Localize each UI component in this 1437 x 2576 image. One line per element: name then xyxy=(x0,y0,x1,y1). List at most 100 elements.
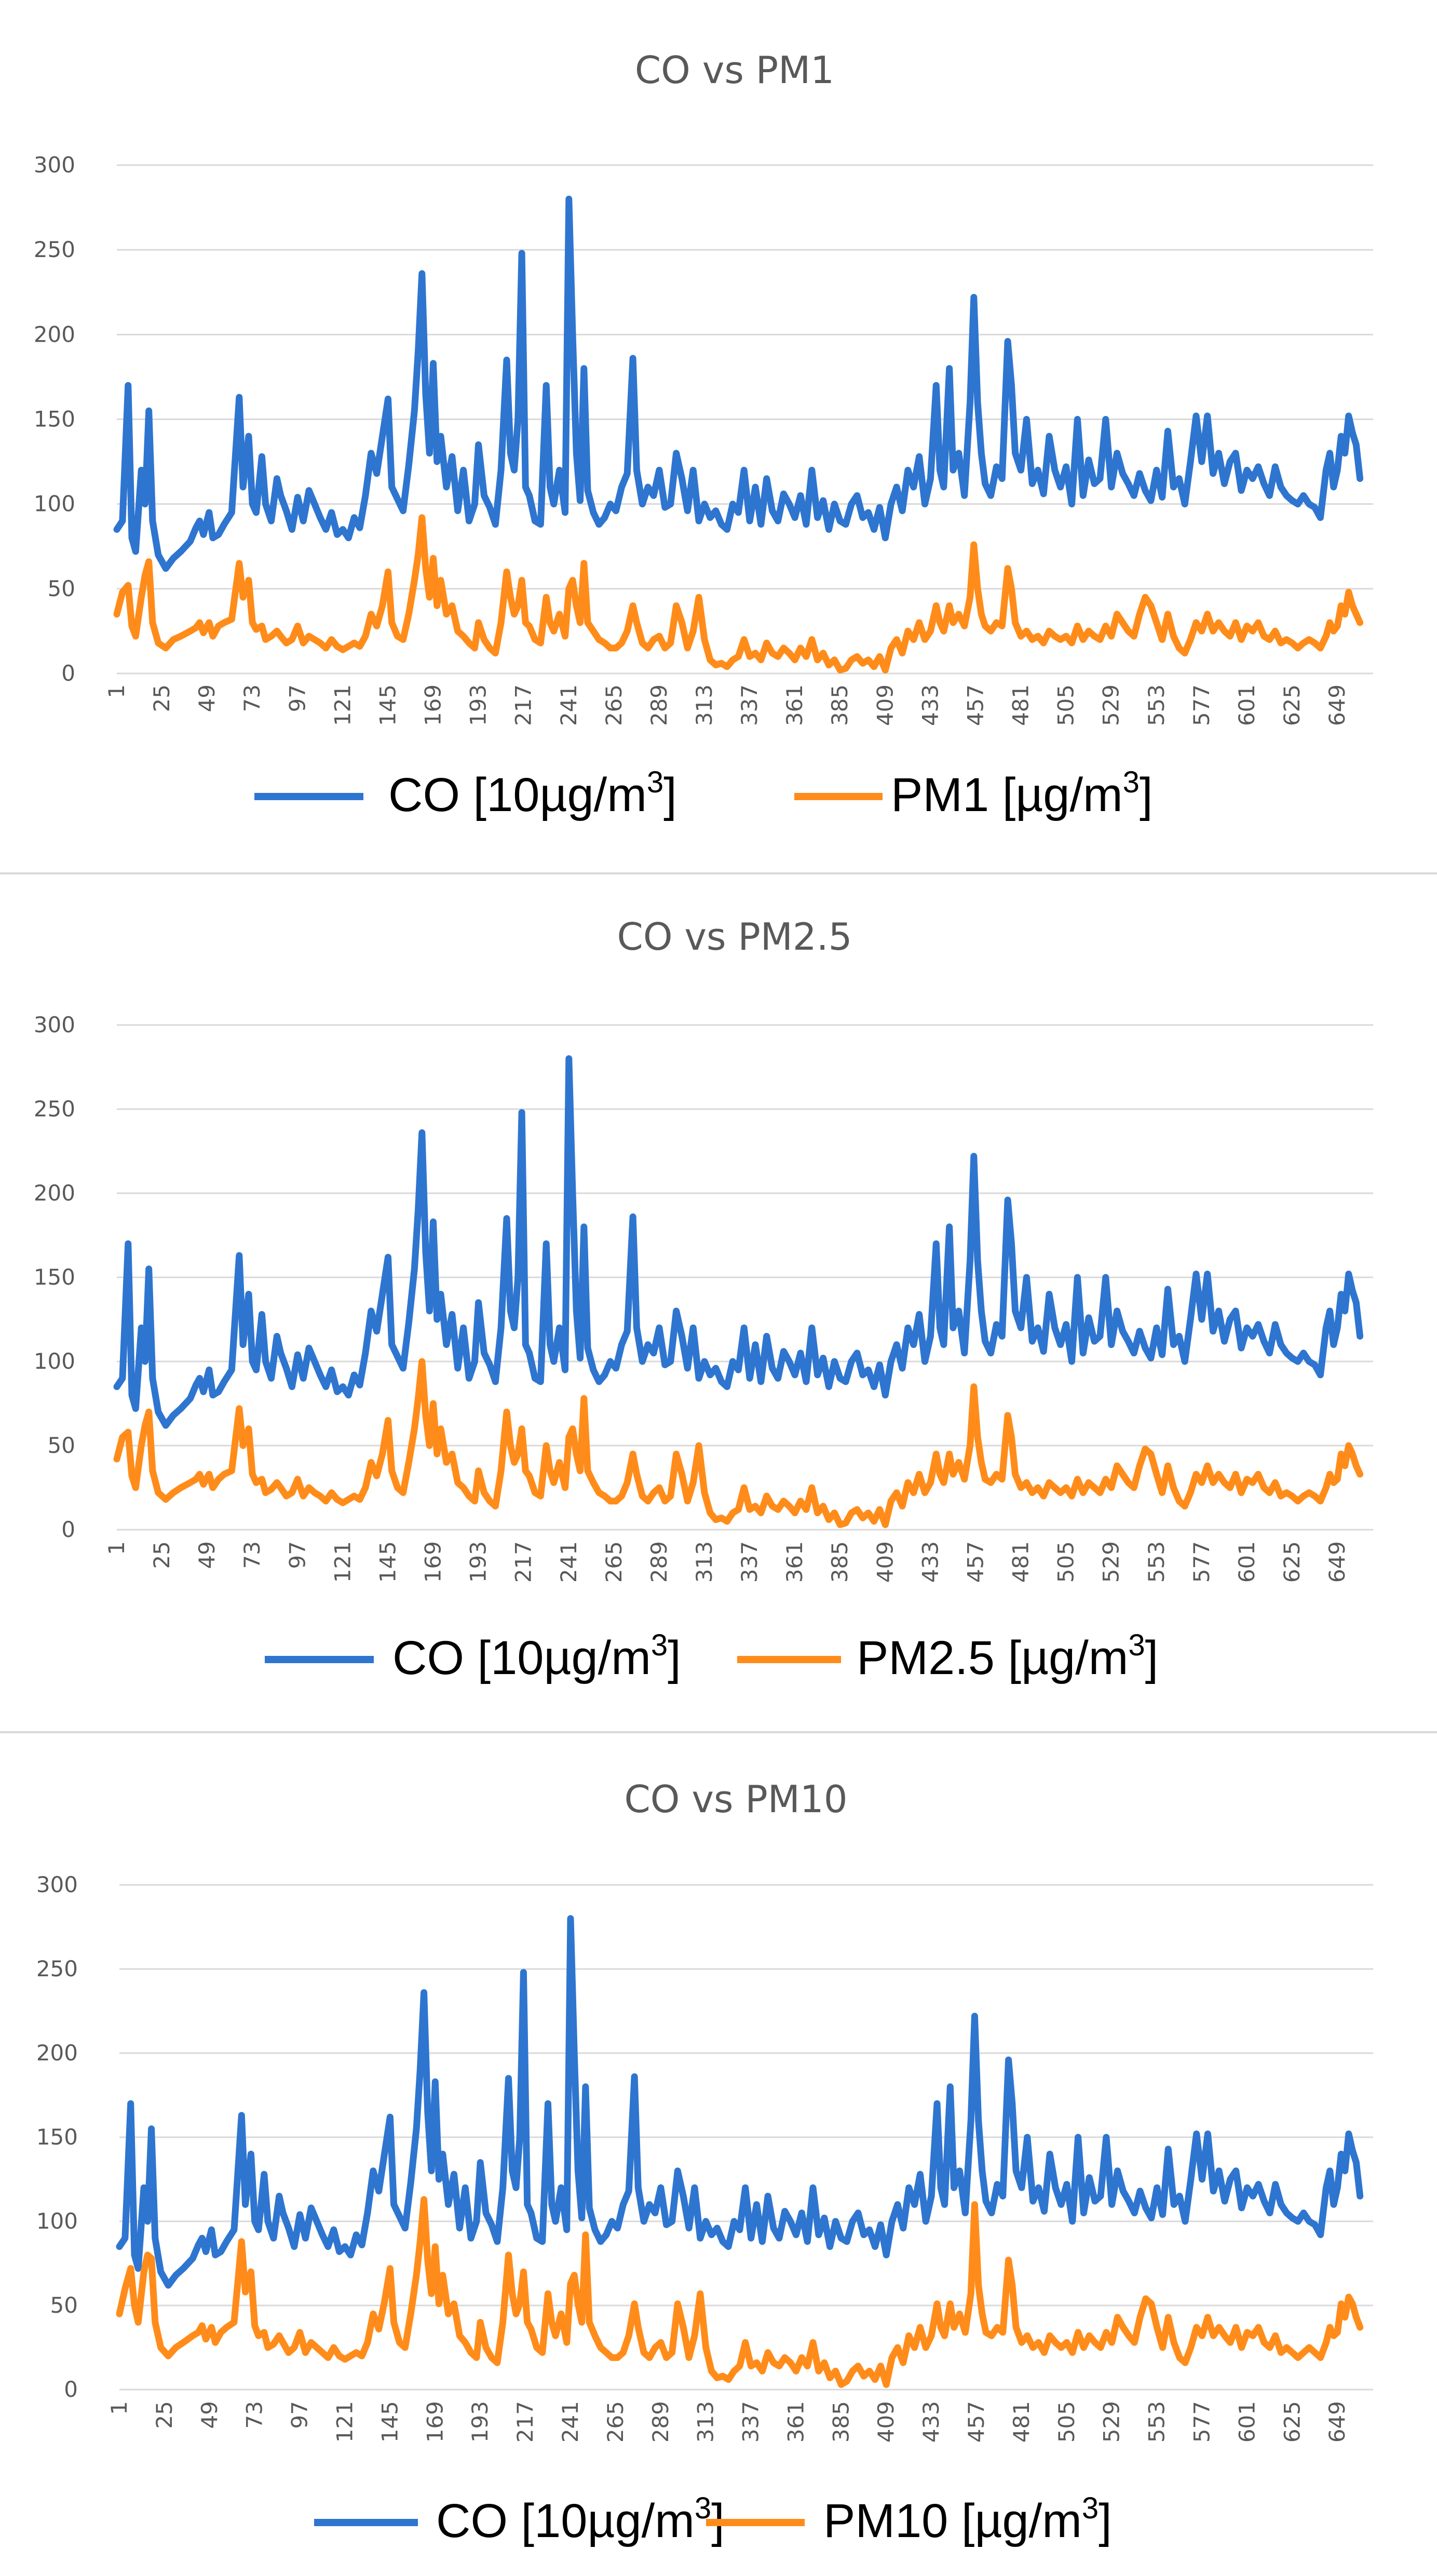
x-tick-label: 217 xyxy=(512,2401,538,2443)
x-tick-label: 1 xyxy=(106,2401,132,2415)
x-tick-label: 361 xyxy=(782,1541,807,1583)
y-tick-label: 100 xyxy=(34,1348,75,1374)
x-tick-label: 25 xyxy=(149,1541,174,1569)
x-tick-label: 73 xyxy=(242,2401,267,2429)
chart-title: CO vs PM2.5 xyxy=(617,915,852,959)
x-tick-label: 217 xyxy=(511,684,536,726)
x-tick-label: 649 xyxy=(1324,2401,1350,2443)
x-tick-label: 121 xyxy=(332,2401,357,2443)
y-tick-label: 250 xyxy=(36,1956,78,1981)
x-tick-label: 1 xyxy=(104,684,129,698)
x-tick-label: 625 xyxy=(1279,684,1305,726)
y-tick-label: 250 xyxy=(34,1096,75,1122)
y-tick-label: 150 xyxy=(34,1264,75,1290)
y-tick-label: 50 xyxy=(50,2292,78,2318)
x-tick-label: 217 xyxy=(511,1541,536,1583)
legend-label: CO [10µg/m3] xyxy=(392,1628,681,1684)
series-line-pm25 xyxy=(113,1358,1364,1528)
legend-text-main: PM1 [µg/m xyxy=(891,768,1123,821)
chart-svg-pm10: CO vs PM10 0 50 100 150 200 250 300 1 25 49 73 97 121… xyxy=(36,1777,1373,2547)
x-tick-label: 241 xyxy=(556,684,581,726)
x-tick-label: 145 xyxy=(375,1541,400,1583)
chart-panel-pm25: CO vs PM2.5 0 50 100 150 200 250 300 1 25 49 73 97 12… xyxy=(0,874,1437,1731)
x-tick-label: 313 xyxy=(693,2401,719,2443)
y-tick-label: 50 xyxy=(48,576,75,601)
x-tick-label: 577 xyxy=(1189,684,1214,726)
panel-divider xyxy=(0,1731,1437,1733)
x-tick-label: 313 xyxy=(692,684,717,726)
y-tick-label: 300 xyxy=(34,1012,75,1037)
x-tick-label: 145 xyxy=(375,684,400,726)
x-tick-label: 169 xyxy=(421,684,446,726)
x-tick-label: 121 xyxy=(330,684,355,726)
x-tick-label: 169 xyxy=(421,1541,446,1583)
x-tick-label: 1 xyxy=(104,1541,129,1555)
x-tick-label: 49 xyxy=(197,2401,222,2429)
x-tick-label: 385 xyxy=(828,2401,853,2443)
x-tick-label: 577 xyxy=(1189,2401,1215,2443)
x-tick-label: 625 xyxy=(1279,1541,1305,1583)
y-tick-label: 150 xyxy=(34,407,75,432)
chart-title: CO vs PM10 xyxy=(625,1777,848,1821)
x-tick-label: 97 xyxy=(287,2401,313,2429)
legend-text-end: ] xyxy=(1099,2494,1112,2547)
y-tick-label: 0 xyxy=(61,660,75,686)
x-tick-label: 241 xyxy=(556,1541,581,1583)
x-tick-label: 25 xyxy=(149,684,174,712)
x-tick-label: 601 xyxy=(1234,684,1259,726)
legend-superscript: 3 xyxy=(651,1628,668,1662)
series-line-co xyxy=(113,1055,1364,1429)
y-tick-label: 0 xyxy=(64,2377,78,2402)
x-tick-label: 241 xyxy=(558,2401,583,2443)
y-tick-label: 0 xyxy=(61,1517,75,1542)
series-line-co xyxy=(113,195,1364,572)
x-tick-label: 457 xyxy=(962,1541,988,1583)
x-tick-label: 193 xyxy=(466,684,491,726)
x-tick-label: 649 xyxy=(1324,684,1350,726)
x-tick-label: 481 xyxy=(1008,1541,1034,1583)
legend-text-end: ] xyxy=(668,1631,681,1684)
x-tick-label: 409 xyxy=(872,684,898,726)
x-tick-label: 529 xyxy=(1099,1541,1124,1583)
x-tick-label: 577 xyxy=(1189,1541,1214,1583)
x-tick-label: 169 xyxy=(422,2401,448,2443)
legend-label: PM2.5 [µg/m3] xyxy=(857,1628,1158,1684)
legend-superscript: 3 xyxy=(1123,765,1140,799)
legend-text-main: CO [10µg/m xyxy=(392,1631,651,1684)
chart-panel-pm1: CO vs PM1 0 50 100 150 200 250 300 1 25 49 73 97 121 1… xyxy=(0,0,1437,872)
x-tick-label: 265 xyxy=(603,2401,628,2443)
x-tick-label: 481 xyxy=(1009,2401,1034,2443)
x-tick-label: 385 xyxy=(827,1541,852,1583)
y-tick-label: 250 xyxy=(34,237,75,262)
x-tick-label: 49 xyxy=(194,684,220,712)
y-tick-label: 300 xyxy=(36,1872,78,1897)
x-tick-label: 97 xyxy=(284,1541,310,1569)
x-tick-label: 553 xyxy=(1144,1541,1169,1583)
chart-title: CO vs PM1 xyxy=(635,48,834,92)
series-line-pm1 xyxy=(113,514,1364,673)
x-tick-label: 529 xyxy=(1099,2401,1124,2443)
series-line-co xyxy=(116,1915,1364,2289)
x-tick-label: 601 xyxy=(1234,2401,1259,2443)
legend-text-end: ] xyxy=(1140,768,1153,821)
x-tick-label: 457 xyxy=(962,684,988,726)
x-tick-label: 121 xyxy=(330,1541,355,1583)
y-tick-label: 100 xyxy=(34,491,75,517)
legend-superscript: 3 xyxy=(1082,2491,1099,2525)
x-tick-label: 361 xyxy=(783,2401,808,2443)
x-tick-label: 289 xyxy=(646,1541,672,1583)
x-tick-label: 73 xyxy=(239,1541,265,1569)
legend-superscript: 3 xyxy=(647,765,663,799)
y-tick-label: 200 xyxy=(36,2040,78,2066)
x-tick-label: 289 xyxy=(648,2401,673,2443)
x-tick-label: 193 xyxy=(466,1541,491,1583)
x-tick-label: 601 xyxy=(1234,1541,1259,1583)
y-tick-label: 200 xyxy=(34,1180,75,1206)
x-tick-label: 505 xyxy=(1053,684,1079,726)
x-tick-label: 361 xyxy=(782,684,807,726)
x-tick-label: 433 xyxy=(917,684,943,726)
legend-text-main: CO [10µg/m xyxy=(388,768,647,821)
y-tick-label: 300 xyxy=(34,152,75,178)
legend-text-main: PM10 [µg/m xyxy=(823,2494,1082,2547)
panel-divider xyxy=(0,872,1437,874)
